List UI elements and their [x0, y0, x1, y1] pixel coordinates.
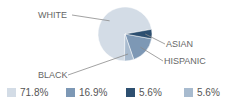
slice-label: HISPANIC — [164, 56, 206, 66]
leader-line — [140, 47, 163, 61]
legend-swatch — [184, 88, 193, 97]
legend-label: 5.6% — [139, 87, 162, 98]
pie-slice — [125, 29, 152, 38]
leader-line — [72, 15, 110, 21]
pie-slice — [124, 34, 133, 61]
leader-line — [145, 34, 165, 44]
legend: 71.8% 16.9% 5.6% 5.6% — [7, 87, 220, 98]
slice-labels: WHITE HISPANIC ASIAN BLACK — [38, 10, 206, 80]
legend-swatch — [7, 88, 16, 97]
legend-swatch — [126, 88, 135, 97]
slice-label: ASIAN — [166, 39, 193, 49]
legend-label: 5.6% — [197, 87, 220, 98]
legend-label: 16.9% — [79, 87, 107, 98]
legend-swatch — [66, 88, 75, 97]
slice-label: WHITE — [38, 10, 67, 20]
leader-line — [68, 54, 128, 75]
pie — [98, 7, 152, 61]
slice-label: BLACK — [38, 70, 68, 80]
chart: WHITE HISPANIC ASIAN BLACK 71.8% 16.9% 5.6% 5.6… — [0, 0, 240, 100]
legend-label: 71.8% — [20, 87, 48, 98]
pie-slice — [98, 7, 152, 61]
